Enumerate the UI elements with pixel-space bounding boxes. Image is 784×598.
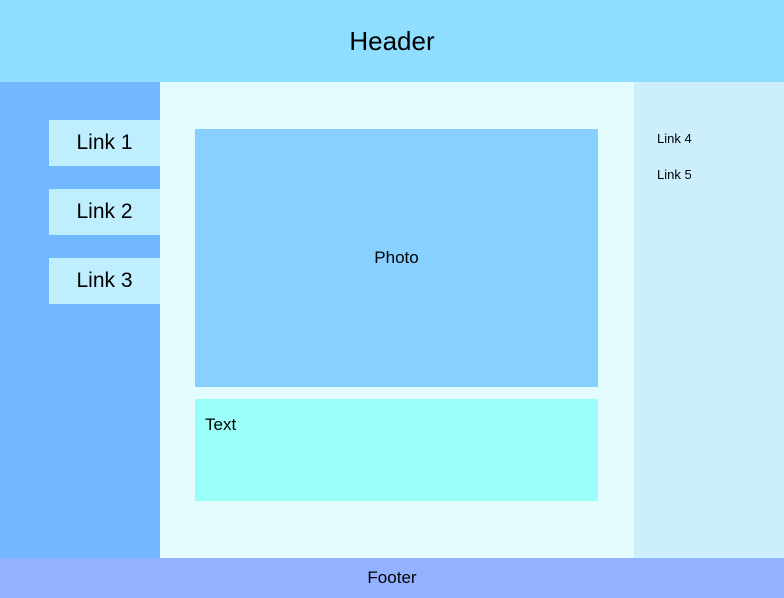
- right-sidebar: Link 4 Link 5: [634, 82, 784, 558]
- left-sidebar-link-1-label: Link 1: [76, 131, 133, 154]
- photo-placeholder: Photo: [195, 129, 598, 387]
- footer-label: Footer: [367, 568, 417, 587]
- left-sidebar: Link 1 Link 2 Link 3: [0, 82, 160, 558]
- left-sidebar-link-2[interactable]: Link 2: [49, 189, 160, 235]
- header-title: Header: [349, 25, 435, 56]
- left-sidebar-link-3[interactable]: Link 3: [49, 258, 160, 304]
- left-sidebar-link-1[interactable]: Link 1: [49, 120, 160, 166]
- photo-label: Photo: [374, 248, 419, 267]
- right-sidebar-link-4[interactable]: Link 4: [657, 131, 692, 146]
- header: Header: [0, 0, 784, 82]
- right-sidebar-link-5[interactable]: Link 5: [657, 167, 692, 182]
- main-content: Photo Text: [160, 82, 634, 558]
- text-block: Text: [195, 399, 598, 501]
- left-sidebar-link-2-label: Link 2: [76, 200, 133, 223]
- text-label: Text: [205, 415, 237, 434]
- left-sidebar-link-3-label: Link 3: [76, 269, 133, 292]
- footer: Footer: [0, 558, 784, 598]
